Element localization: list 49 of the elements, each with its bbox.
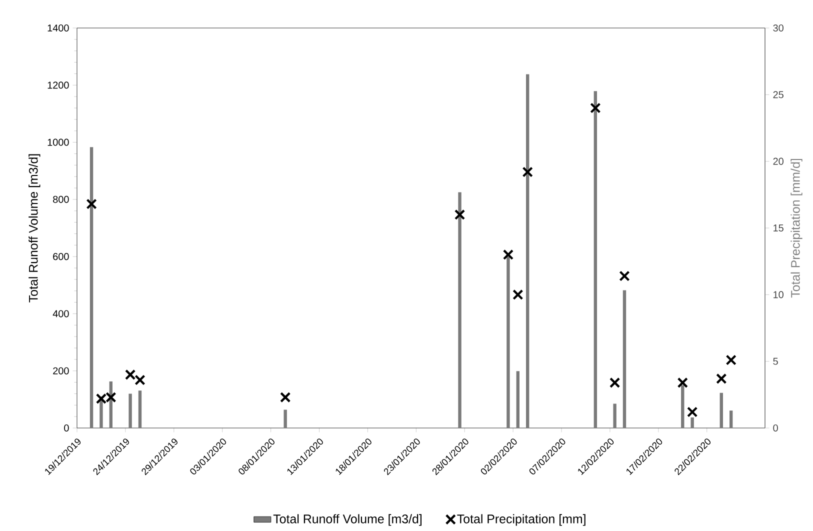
point	[280, 392, 291, 403]
y2-axis-title: Total Precipitation [mm/d]	[790, 159, 802, 298]
y2-tick-label: 5	[773, 358, 778, 365]
bar	[128, 394, 132, 428]
y2-tick-label: 30	[773, 24, 784, 32]
point	[686, 406, 698, 418]
y-tick-label: 200	[53, 367, 69, 374]
bar	[613, 404, 616, 428]
point	[726, 354, 736, 366]
bar	[90, 147, 94, 428]
y-tick-label: 400	[52, 310, 69, 318]
y2-tick-label: 20	[773, 158, 784, 165]
legend-label: Total Precipitation [mm]	[457, 514, 586, 526]
point	[86, 198, 97, 210]
y-tick-label: 1400	[48, 24, 69, 32]
y2-tick-label: 10	[774, 291, 784, 298]
point	[716, 373, 727, 384]
point	[609, 377, 620, 388]
bar	[720, 392, 723, 428]
point	[134, 374, 146, 386]
point	[522, 166, 533, 178]
bar	[506, 256, 510, 428]
bar	[284, 410, 287, 428]
point	[124, 369, 136, 380]
point	[512, 289, 524, 300]
point	[590, 102, 601, 114]
y-tick-label: 800	[53, 196, 69, 203]
y2-tick-label: 15	[774, 224, 784, 232]
point	[619, 270, 630, 282]
y2-tick-label: 0	[773, 424, 778, 432]
bar	[594, 91, 598, 428]
y-tick-label: 0	[64, 424, 69, 432]
y-tick-label: 1000	[48, 138, 69, 146]
point	[502, 249, 514, 260]
y2-tick-label: 25	[773, 91, 784, 98]
bar	[681, 385, 684, 428]
bar	[458, 192, 462, 428]
bar	[138, 390, 142, 428]
bar	[622, 290, 626, 428]
legend-label: Total Runoff Volume [m3/d]	[273, 514, 422, 526]
bar	[729, 410, 733, 428]
bar	[516, 371, 520, 428]
point	[677, 377, 688, 388]
y-tick-label: 1200	[48, 82, 69, 89]
y-tick-label: 600	[53, 253, 69, 260]
bar	[526, 74, 530, 428]
y-axis-title: Total Runoff Volume [m3/d]	[28, 154, 40, 302]
point	[454, 209, 466, 220]
bar	[690, 417, 694, 428]
